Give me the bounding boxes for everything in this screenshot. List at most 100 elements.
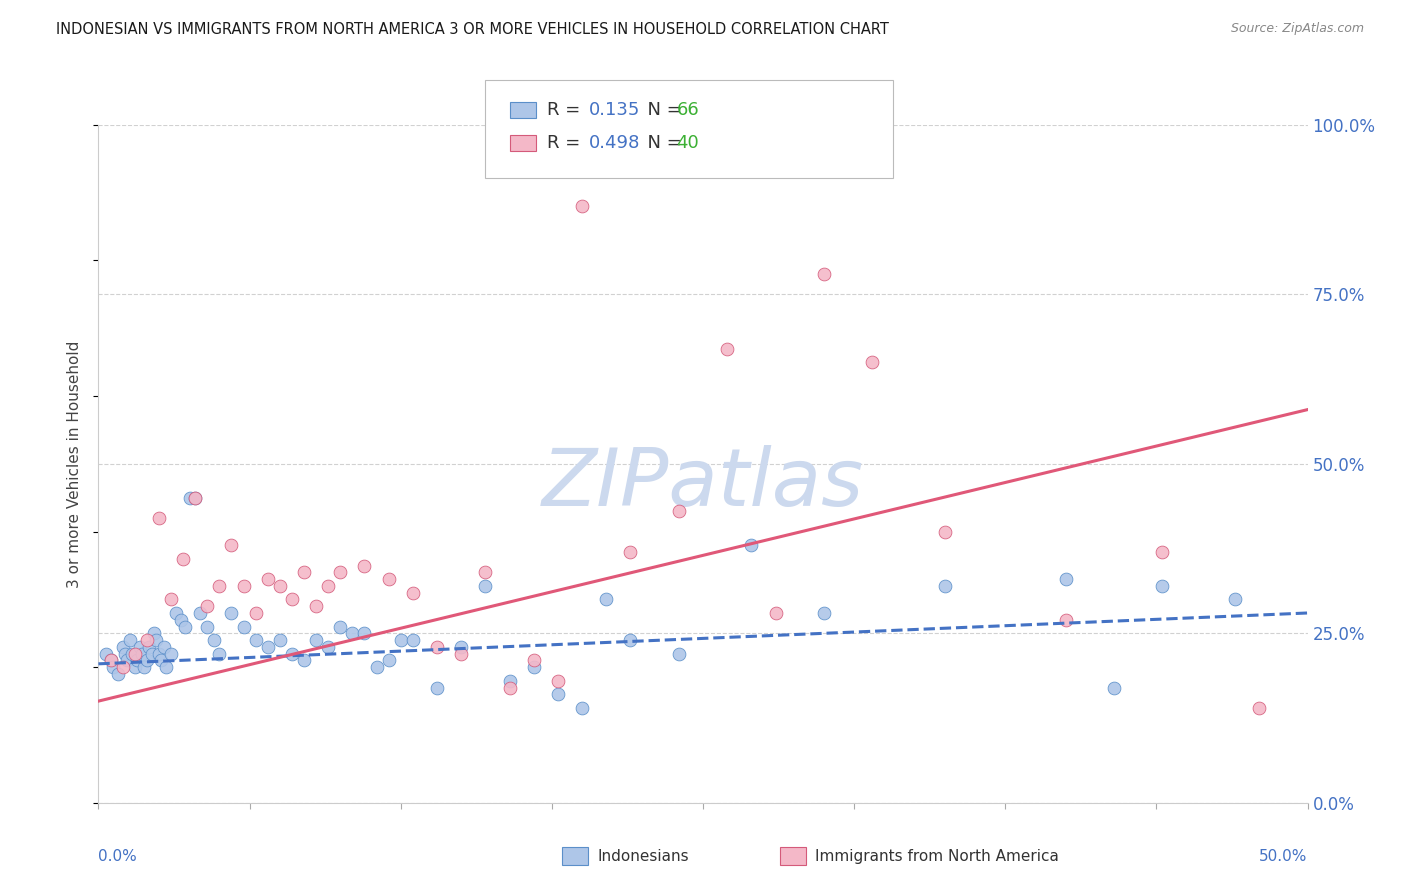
Legend: R =  0.135   N = 66, R =  0.498   N = 40: R = 0.135 N = 66, R = 0.498 N = 40 <box>447 135 711 211</box>
Point <box>765 606 787 620</box>
Point <box>111 640 134 654</box>
Point <box>377 572 399 586</box>
Point <box>208 579 231 593</box>
Text: 0.0%: 0.0% <box>98 849 138 863</box>
Point <box>389 633 412 648</box>
Point <box>668 504 690 518</box>
Point <box>426 640 449 654</box>
Text: Source: ZipAtlas.com: Source: ZipAtlas.com <box>1230 22 1364 36</box>
Point <box>245 606 267 620</box>
Point <box>402 585 425 599</box>
Point <box>165 606 187 620</box>
Point <box>221 538 243 552</box>
Point <box>329 566 352 580</box>
Point <box>188 606 211 620</box>
Point <box>221 606 243 620</box>
Point <box>100 653 122 667</box>
Point <box>595 592 617 607</box>
Text: 40: 40 <box>676 134 699 152</box>
Point <box>121 647 143 661</box>
Point <box>143 626 166 640</box>
Point <box>141 647 163 661</box>
Point <box>100 653 122 667</box>
Point <box>131 647 153 661</box>
Point <box>619 633 641 648</box>
Point <box>450 640 472 654</box>
Point <box>160 592 183 607</box>
Point <box>135 653 157 667</box>
Point <box>174 619 197 633</box>
Point <box>353 626 375 640</box>
Point <box>305 599 328 614</box>
Point <box>135 633 157 648</box>
Point <box>366 660 388 674</box>
Point <box>152 640 174 654</box>
Point <box>232 579 254 593</box>
Point <box>305 633 328 648</box>
Point <box>148 511 170 525</box>
Point <box>316 579 339 593</box>
Point <box>101 660 124 674</box>
Text: Indonesians: Indonesians <box>598 849 689 863</box>
Point <box>813 606 835 620</box>
Point <box>934 524 956 539</box>
Point <box>474 579 496 593</box>
Y-axis label: 3 or more Vehicles in Household: 3 or more Vehicles in Household <box>67 340 83 588</box>
Point <box>498 673 520 688</box>
Point <box>523 653 546 667</box>
Point <box>1152 545 1174 559</box>
Point <box>281 647 304 661</box>
Point <box>256 640 278 654</box>
Point <box>127 653 149 667</box>
Point <box>124 660 146 674</box>
Point <box>329 619 352 633</box>
Point <box>128 640 150 654</box>
Point <box>204 633 226 648</box>
Point <box>498 681 520 695</box>
Point <box>160 647 183 661</box>
Point <box>668 647 690 661</box>
Point <box>1054 572 1077 586</box>
Point <box>547 673 569 688</box>
Point <box>179 491 201 505</box>
Text: R =: R = <box>547 134 586 152</box>
Point <box>256 572 278 586</box>
Point <box>124 647 146 661</box>
Point <box>316 640 339 654</box>
Text: N =: N = <box>636 101 688 119</box>
Point <box>150 653 173 667</box>
Text: 0.498: 0.498 <box>589 134 641 152</box>
Point <box>426 681 449 695</box>
Point <box>342 626 364 640</box>
Point <box>184 491 207 505</box>
Point <box>353 558 375 573</box>
Point <box>292 653 315 667</box>
Point <box>195 619 218 633</box>
Point <box>245 633 267 648</box>
Point <box>232 619 254 633</box>
Point <box>269 579 291 593</box>
Point <box>1249 701 1271 715</box>
Point <box>269 633 291 648</box>
Point <box>1223 592 1246 607</box>
Point <box>208 647 231 661</box>
Point <box>1102 681 1125 695</box>
Point <box>450 647 472 661</box>
Point <box>184 491 207 505</box>
Point <box>169 613 191 627</box>
Point <box>111 660 134 674</box>
Text: R =: R = <box>547 101 586 119</box>
Point <box>547 687 569 701</box>
Point <box>155 660 177 674</box>
Text: 50.0%: 50.0% <box>1260 849 1308 863</box>
Point <box>523 660 546 674</box>
Point <box>292 566 315 580</box>
Point <box>138 640 160 654</box>
Point <box>118 633 141 648</box>
Point <box>402 633 425 648</box>
Point <box>94 647 117 661</box>
Point <box>377 653 399 667</box>
Point <box>619 545 641 559</box>
Point <box>134 660 156 674</box>
Point <box>716 342 738 356</box>
